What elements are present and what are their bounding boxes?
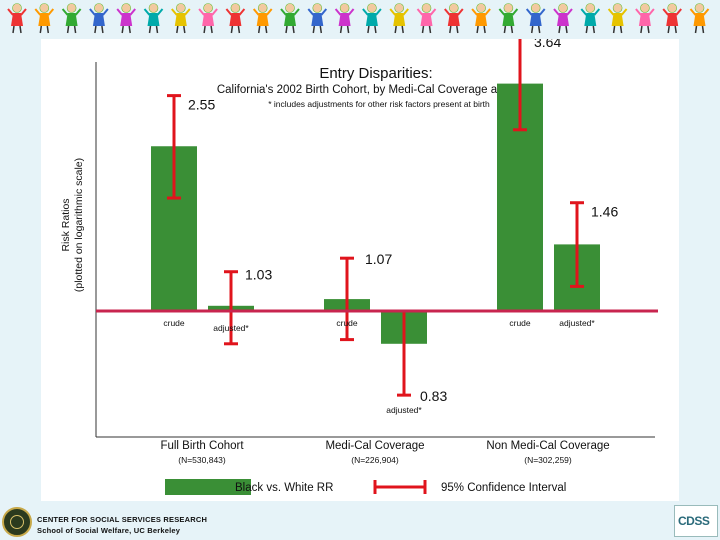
group-n-label-1: (N=226,904) [351,455,399,465]
ci-whisker-0-0 [167,94,181,200]
child-figure-icon [171,3,191,34]
legend-ci-label: 95% Confidence Interval [441,482,566,494]
value-label-0-1: 1.03 [245,267,272,283]
child-figure-icon [307,3,328,34]
child-figure-icon [362,3,382,34]
child-figure-icon [225,3,246,34]
child-figure-icon [389,3,409,34]
child-figure-icon [635,3,655,34]
cdss-logo: CDSS [674,505,718,537]
child-figure-icon [143,3,164,34]
child-figure-icon [662,3,682,34]
child-figure-icon [89,3,109,34]
chart-panel: Entry Disparities: California's 2002 Bir… [41,39,679,501]
child-figure-icon [34,3,55,34]
child-figure-icon [580,3,601,34]
bar-category-label-1-1: adjusted* [386,405,422,415]
footer-line-2: School of Social Welfare, UC Berkeley [37,526,181,535]
child-figure-icon [444,3,464,34]
chart-note: * includes adjustments for other risk fa… [268,99,490,109]
value-label-0-0: 2.55 [188,97,215,113]
cdss-logo-text: CDSS [678,514,710,528]
child-figure-icon [607,3,628,34]
children-banner [7,3,710,34]
child-figure-icon [252,3,273,34]
ci-whisker-2-1 [570,201,584,288]
group-label-0: Full Birth Cohort [160,440,244,452]
group-label-1: Medi-Cal Coverage [325,440,424,452]
child-figure-icon [498,3,519,34]
legend-bar-swatch [165,479,251,495]
value-label-1-1: 0.83 [420,388,447,404]
footer-line-1: CENTER FOR SOCIAL SERVICES RESEARCH [37,515,208,524]
risk-ratio-chart: Entry Disparities: California's 2002 Bir… [60,39,658,495]
child-figure-icon [61,3,82,34]
y-axis-label-line2: (plotted on logarithmic scale) [73,158,85,292]
child-figure-icon [471,3,491,34]
bar-category-label-0-0: crude [163,318,185,328]
value-label-1-0: 1.07 [365,251,392,267]
legend-bar-label: Black vs. White RR [235,482,333,494]
group-label-2: Non Medi-Cal Coverage [486,440,609,452]
ci-whisker-0-1 [224,270,238,346]
ci-whisker-1-0 [340,256,354,342]
child-figure-icon [334,3,355,34]
value-label-2-1: 1.46 [591,204,618,220]
child-figure-icon [198,3,218,34]
child-figure-icon [525,3,546,34]
y-axis-label-line1: Risk Ratios [60,198,72,251]
child-figure-icon [116,3,136,34]
chart-subtitle: California's 2002 Birth Cohort, by Medi-… [217,84,527,96]
child-figure-icon [416,3,437,34]
value-label-2-0: 3.64 [534,39,561,50]
child-figure-icon [689,3,710,34]
legend: Black vs. White RR 95% Confidence Interva… [165,479,566,495]
chart-title: Entry Disparities: [319,65,432,82]
child-figure-icon [7,3,27,34]
bar-category-label-1-0: crude [336,318,358,328]
group-n-label-0: (N=530,843) [178,455,226,465]
child-figure-icon [280,3,300,34]
ci-whisker-2-0 [513,39,527,132]
bar-category-label-0-1: adjusted* [213,323,249,333]
child-figure-icon [553,3,573,34]
university-seal-logo [2,507,32,537]
bar-category-label-2-1: adjusted* [559,318,595,328]
bar-category-label-2-0: crude [509,318,531,328]
group-n-label-2: (N=302,259) [524,455,572,465]
